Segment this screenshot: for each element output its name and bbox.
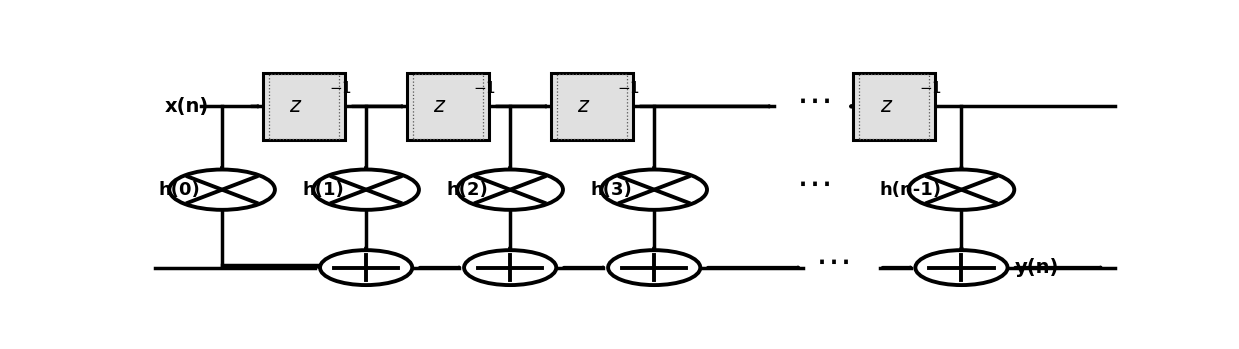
Text: $-1$: $-1$ (473, 80, 496, 96)
Bar (859, 74, 929, 139)
Bar (854, 73, 935, 140)
Text: $\cdots$: $\cdots$ (815, 245, 849, 279)
Ellipse shape (601, 170, 707, 210)
Ellipse shape (313, 170, 419, 210)
Ellipse shape (320, 250, 413, 285)
Text: x(n): x(n) (165, 97, 208, 116)
Bar (413, 74, 483, 139)
Text: $z$: $z$ (434, 96, 447, 116)
Text: $-1$: $-1$ (617, 80, 639, 96)
Text: h(0): h(0) (159, 181, 201, 199)
Ellipse shape (465, 250, 556, 285)
Bar (551, 73, 633, 140)
Text: $z$: $z$ (880, 96, 893, 116)
Ellipse shape (608, 250, 700, 285)
Bar (406, 73, 488, 140)
Text: h(3): h(3) (591, 181, 633, 199)
Text: h(1): h(1) (302, 181, 344, 199)
Ellipse shape (916, 250, 1007, 285)
Text: y(n): y(n) (1015, 258, 1058, 277)
Bar (263, 73, 344, 140)
Text: h(2): h(2) (447, 181, 488, 199)
Text: $-1$: $-1$ (328, 80, 352, 96)
Text: $\cdots$: $\cdots$ (795, 167, 830, 201)
Text: h(n-1): h(n-1) (880, 181, 942, 199)
Text: $-1$: $-1$ (919, 80, 942, 96)
Text: $\cdots$: $\cdots$ (795, 84, 830, 118)
Ellipse shape (908, 170, 1015, 210)
Ellipse shape (170, 170, 275, 210)
Text: $z$: $z$ (290, 96, 302, 116)
Bar (269, 74, 338, 139)
Bar (556, 74, 627, 139)
Text: $z$: $z$ (577, 96, 591, 116)
Ellipse shape (457, 170, 563, 210)
